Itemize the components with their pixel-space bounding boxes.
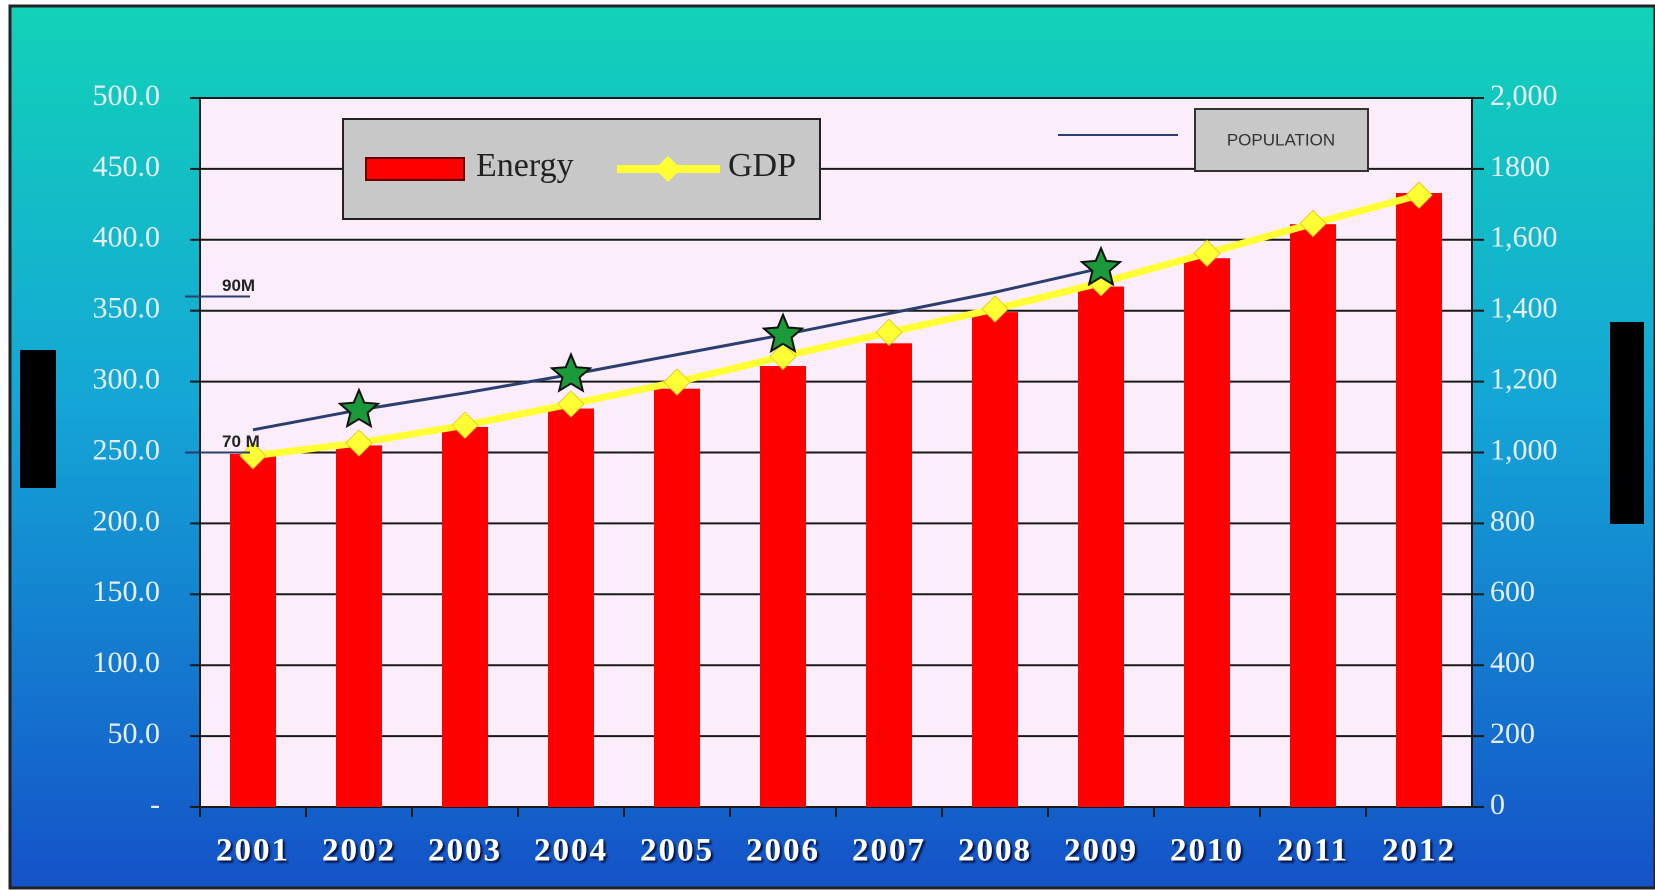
marker <box>557 390 585 418</box>
marker <box>239 441 267 470</box>
y-tick-label: 250.0 <box>93 433 161 466</box>
legend-marker <box>655 156 681 182</box>
y2-tick-label: 400 <box>1490 646 1535 679</box>
side-block <box>20 350 56 488</box>
marker <box>451 411 479 439</box>
bar <box>336 445 382 807</box>
x-tick-label: 2003 <box>428 833 502 869</box>
legend-swatch <box>365 157 465 181</box>
y-tick-label: 500.0 <box>93 79 161 112</box>
y2-tick-label: 1,400 <box>1490 292 1558 325</box>
x-tick-label: 2011 <box>1277 833 1349 869</box>
bar <box>760 366 806 807</box>
y2-tick-label: 2,000 <box>1490 79 1558 112</box>
marker <box>1405 181 1433 209</box>
marker <box>345 429 373 457</box>
legend-label: Energy <box>476 147 574 184</box>
line <box>252 266 1102 432</box>
y-tick-label: 200.0 <box>93 504 161 537</box>
bar <box>230 453 276 807</box>
marker <box>1299 209 1327 238</box>
bar <box>548 408 594 807</box>
y2-tick-label: 600 <box>1490 575 1535 608</box>
bar <box>442 426 488 807</box>
y-tick-label: - <box>150 788 160 821</box>
legend-label: POPULATION <box>1227 130 1335 149</box>
y2-tick-label: 200 <box>1490 717 1535 750</box>
bar <box>1184 258 1230 807</box>
x-tick-label: 2008 <box>958 833 1032 869</box>
y-tick-label: 400.0 <box>93 221 161 254</box>
y2-tick-label: 1800 <box>1490 150 1550 183</box>
x-tick-label: 2001 <box>216 833 290 869</box>
x-tick-label: 2012 <box>1382 833 1456 869</box>
annotation: 70 M <box>222 432 260 451</box>
y-tick-label: 100.0 <box>93 646 161 679</box>
y-tick-label: 350.0 <box>93 292 161 325</box>
y2-tick-label: 1,000 <box>1490 433 1558 466</box>
x-tick-label: 2009 <box>1064 833 1138 869</box>
x-tick-label: 2005 <box>640 833 714 869</box>
marker <box>769 342 797 371</box>
y-tick-label: 450.0 <box>93 150 161 183</box>
y2-tick-label: 800 <box>1490 504 1535 537</box>
x-tick-label: 2002 <box>322 833 396 869</box>
marker <box>981 295 1009 323</box>
marker <box>663 368 691 396</box>
star-marker <box>337 387 381 429</box>
y2-tick-label: 1,200 <box>1490 362 1558 395</box>
side-block <box>1610 322 1644 524</box>
y-tick-label: 150.0 <box>93 575 161 608</box>
y-tick-label: 50.0 <box>108 717 161 750</box>
y2-tick-label: 0 <box>1490 788 1505 821</box>
bar <box>972 312 1018 807</box>
star-marker <box>549 351 593 393</box>
x-tick-label: 2006 <box>746 833 820 869</box>
bar <box>1396 193 1442 808</box>
line <box>252 191 1420 460</box>
bar <box>1078 286 1124 807</box>
annotation: 90M <box>222 276 255 295</box>
x-tick-label: 2004 <box>534 833 608 869</box>
x-tick-label: 2010 <box>1170 833 1244 869</box>
y-tick-label: 300.0 <box>93 362 161 395</box>
star-marker <box>1079 245 1123 287</box>
bar <box>654 388 700 807</box>
legend <box>1194 108 1369 172</box>
star-marker <box>761 312 805 354</box>
x-tick-label: 2007 <box>852 833 926 869</box>
bar <box>866 343 912 807</box>
legend-label: GDP <box>728 147 796 184</box>
marker <box>1193 239 1221 267</box>
y2-tick-label: 1,600 <box>1490 221 1558 254</box>
marker <box>875 318 903 347</box>
bar <box>1290 224 1336 807</box>
